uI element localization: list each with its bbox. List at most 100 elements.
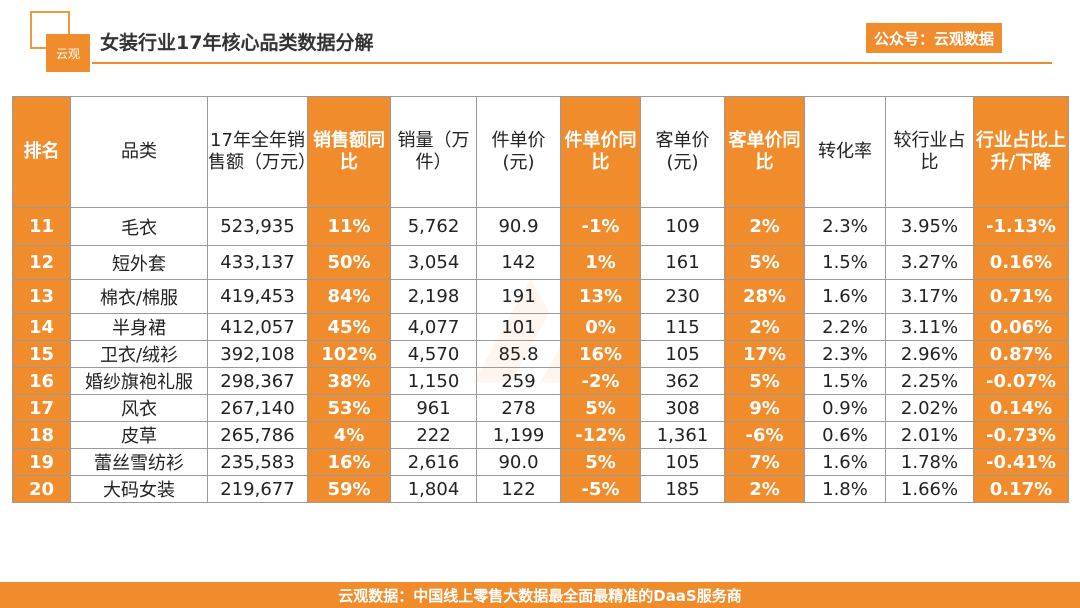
cell-conversion-rate: 1.8%	[804, 475, 886, 503]
cell-rank: 18	[12, 421, 71, 449]
cell-unit-price-yoy: -1%	[560, 207, 641, 246]
cell-share-change: -0.07%	[973, 367, 1069, 395]
cell-annual-sales: 392,108	[207, 340, 308, 368]
cell-sales-yoy: 45%	[307, 313, 391, 341]
cell-volume: 2,616	[390, 448, 477, 476]
table-row: 13 棉衣/棉服 419,453 84% 2,198 191 13% 230 28% 1.6% 3.…	[12, 279, 1069, 314]
cell-unit-price-yoy: -5%	[560, 475, 641, 503]
cell-category: 婚纱旗袍礼服	[70, 367, 208, 395]
cell-industry-share: 3.27%	[885, 245, 974, 280]
cell-conversion-rate: 1.6%	[804, 448, 886, 476]
cell-volume: 4,570	[390, 340, 477, 368]
cell-conversion-rate: 1.6%	[804, 279, 886, 314]
cell-sales-yoy: 84%	[307, 279, 391, 314]
cell-category: 毛衣	[70, 207, 208, 246]
cell-annual-sales: 419,453	[207, 279, 308, 314]
cell-order-value: 161	[640, 245, 725, 280]
table-row: 18 皮草 265,786 4% 222 1,199 -12% 1,361 -6% 0.6% 2.0…	[12, 421, 1069, 449]
cell-order-value: 109	[640, 207, 725, 246]
cell-order-value: 362	[640, 367, 725, 395]
cell-unit-price: 1,199	[476, 421, 561, 449]
cell-unit-price-yoy: -12%	[560, 421, 641, 449]
wechat-account-badge: 公众号：云观数据	[865, 23, 1002, 53]
cell-unit-price-yoy: 16%	[560, 340, 641, 368]
cell-industry-share: 2.96%	[885, 340, 974, 368]
header-rank: 排名	[12, 96, 71, 208]
table-row: 20 大码女装 219,677 59% 1,804 122 -5% 185 2% 1.8% 1.66…	[12, 475, 1069, 503]
cell-unit-price: 85.8	[476, 340, 561, 368]
cell-rank: 13	[12, 279, 71, 314]
cell-rank: 17	[12, 394, 71, 422]
table-header-row: 排名 品类 17年全年销售额（万元） 销售额同比 销量（万件） 件单价(元) 件…	[12, 96, 1069, 208]
cell-sales-yoy: 16%	[307, 448, 391, 476]
cell-industry-share: 1.78%	[885, 448, 974, 476]
cell-order-value-yoy: 5%	[724, 367, 805, 395]
cell-rank: 14	[12, 313, 71, 341]
cell-order-value-yoy: 17%	[724, 340, 805, 368]
cell-category: 卫衣/绒衫	[70, 340, 208, 368]
cell-unit-price: 191	[476, 279, 561, 314]
cell-category: 风衣	[70, 394, 208, 422]
cell-unit-price: 142	[476, 245, 561, 280]
cell-order-value-yoy: 9%	[724, 394, 805, 422]
table-row: 11 毛衣 523,935 11% 5,762 90.9 -1% 109 2% 2.3% 3.95%…	[12, 207, 1069, 246]
cell-conversion-rate: 1.5%	[804, 245, 886, 280]
cell-unit-price: 259	[476, 367, 561, 395]
cell-unit-price: 122	[476, 475, 561, 503]
cell-category: 皮草	[70, 421, 208, 449]
cell-rank: 20	[12, 475, 71, 503]
cell-category: 半身裙	[70, 313, 208, 341]
cell-industry-share: 2.02%	[885, 394, 974, 422]
cell-unit-price-yoy: 5%	[560, 448, 641, 476]
cell-sales-yoy: 11%	[307, 207, 391, 246]
cell-rank: 12	[12, 245, 71, 280]
cell-category: 蕾丝雪纺衫	[70, 448, 208, 476]
cell-industry-share: 2.25%	[885, 367, 974, 395]
header-share-change: 行业占比上升/下降	[973, 96, 1069, 208]
cell-volume: 3,054	[390, 245, 477, 280]
cell-order-value-yoy: 5%	[724, 245, 805, 280]
category-data-table: 排名 品类 17年全年销售额（万元） 销售额同比 销量（万件） 件单价(元) 件…	[12, 96, 1069, 503]
cell-order-value: 105	[640, 448, 725, 476]
header-volume: 销量（万件）	[390, 96, 477, 208]
cell-volume: 5,762	[390, 207, 477, 246]
header-industry-share: 较行业占比	[885, 96, 974, 208]
cell-order-value: 230	[640, 279, 725, 314]
cell-conversion-rate: 0.6%	[804, 421, 886, 449]
cell-order-value-yoy: 2%	[724, 475, 805, 503]
cell-order-value-yoy: 2%	[724, 313, 805, 341]
cell-annual-sales: 433,137	[207, 245, 308, 280]
table-row: 15 卫衣/绒衫 392,108 102% 4,570 85.8 16% 105 17% 2.3%…	[12, 340, 1069, 368]
cell-share-change: -0.73%	[973, 421, 1069, 449]
cell-unit-price-yoy: 1%	[560, 245, 641, 280]
cell-order-value-yoy: 2%	[724, 207, 805, 246]
cell-share-change: 0.16%	[973, 245, 1069, 280]
cell-unit-price: 90.0	[476, 448, 561, 476]
cell-order-value-yoy: 7%	[724, 448, 805, 476]
cell-unit-price: 278	[476, 394, 561, 422]
cell-sales-yoy: 102%	[307, 340, 391, 368]
table-row: 17 风衣 267,140 53% 961 278 5% 308 9% 0.9% 2.02% 0.14…	[12, 394, 1069, 422]
cell-share-change: 0.87%	[973, 340, 1069, 368]
cell-category: 短外套	[70, 245, 208, 280]
cell-unit-price: 101	[476, 313, 561, 341]
cell-rank: 15	[12, 340, 71, 368]
cell-annual-sales: 523,935	[207, 207, 308, 246]
cell-rank: 11	[12, 207, 71, 246]
cell-volume: 961	[390, 394, 477, 422]
title-underline	[92, 62, 1052, 64]
cell-order-value: 1,361	[640, 421, 725, 449]
cell-order-value: 185	[640, 475, 725, 503]
cell-sales-yoy: 50%	[307, 245, 391, 280]
header-order-value: 客单价(元)	[640, 96, 725, 208]
cell-share-change: 0.71%	[973, 279, 1069, 314]
logo: 云观	[46, 34, 90, 72]
cell-share-change: 0.14%	[973, 394, 1069, 422]
table-row: 16 婚纱旗袍礼服 298,367 38% 1,150 259 -2% 362 5% 1.5% 2.…	[12, 367, 1069, 395]
cell-order-value: 115	[640, 313, 725, 341]
footer-banner: 云观数据：中国线上零售大数据最全面最精准的DaaS服务商	[0, 582, 1080, 608]
cell-sales-yoy: 38%	[307, 367, 391, 395]
cell-category: 棉衣/棉服	[70, 279, 208, 314]
cell-sales-yoy: 59%	[307, 475, 391, 503]
header-annual-sales: 17年全年销售额（万元）	[207, 96, 316, 208]
